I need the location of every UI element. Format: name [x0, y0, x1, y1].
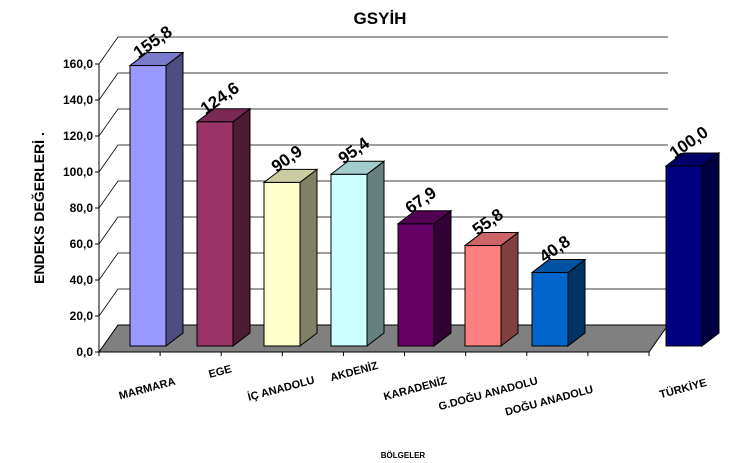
bar-top	[664, 152, 721, 167]
gridline	[98, 216, 668, 245]
bar	[464, 245, 502, 347]
gridline	[98, 36, 668, 65]
gridline	[98, 108, 668, 137]
gridline	[98, 180, 668, 209]
y-axis-label: ENDEKS DEĞERLERİ .	[30, 132, 47, 284]
bar	[531, 272, 569, 347]
y-tick-label: 160,0	[63, 57, 93, 71]
x-axis-label: BÖLGELER	[381, 451, 426, 460]
category-label: EGE	[207, 363, 233, 381]
bar-top	[262, 168, 319, 183]
bar-side	[165, 51, 184, 348]
y-tick-label: 20,0	[70, 309, 94, 323]
y-tick-label: 0,0	[76, 345, 93, 359]
category-label: İÇ ANADOLU	[246, 373, 316, 403]
plot-area: 0,020,040,060,080,0100,0120,0140,0160,01…	[63, 22, 721, 419]
y-tick-label: 80,0	[70, 201, 94, 215]
bar-top	[463, 232, 520, 247]
bar-side	[366, 160, 385, 348]
bar-top	[530, 259, 587, 274]
bar-side	[232, 107, 251, 348]
bar-top	[128, 52, 185, 67]
bar-side	[299, 168, 318, 348]
bar	[665, 165, 703, 347]
y-tick-label: 40,0	[70, 273, 94, 287]
category-label: MARMARA	[118, 376, 177, 403]
category-label: KARADENİZ	[382, 374, 448, 403]
bar-side	[433, 209, 452, 348]
bar-side	[701, 151, 720, 348]
category-label: TÜRKİYE	[658, 376, 708, 401]
bar-top	[396, 210, 453, 225]
bar	[330, 173, 368, 347]
bar-top	[195, 108, 252, 123]
bar-side	[500, 231, 519, 348]
bar	[196, 121, 234, 347]
bar	[263, 181, 301, 347]
bar-top	[329, 160, 386, 175]
y-tick-label: 140,0	[63, 93, 93, 107]
category-label: AKDENİZ	[329, 359, 380, 384]
gridline	[98, 144, 668, 173]
bar	[397, 223, 435, 347]
bar-side	[567, 258, 586, 348]
y-tick-label: 100,0	[63, 165, 93, 179]
chart-title: GSYİH	[354, 9, 407, 28]
gridline	[98, 72, 668, 101]
y-tick-label: 60,0	[70, 237, 94, 251]
bar	[129, 65, 167, 347]
y-tick-label: 120,0	[63, 129, 93, 143]
